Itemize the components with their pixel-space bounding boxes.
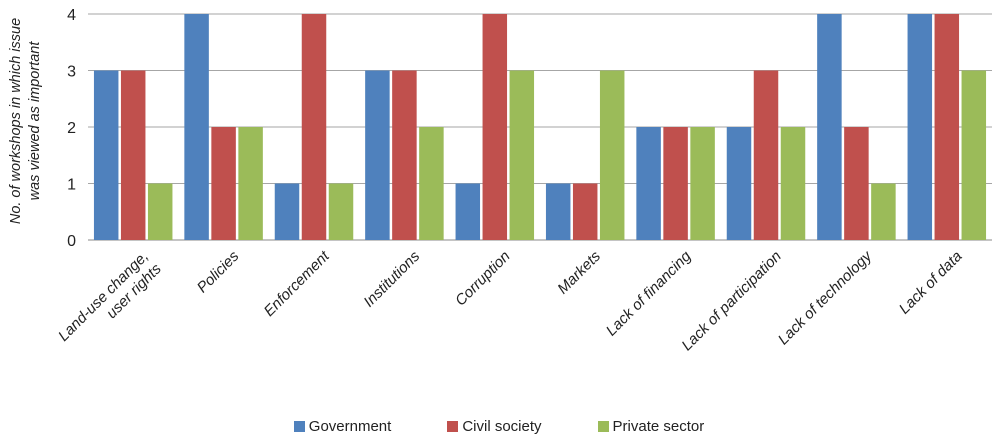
bar (482, 14, 508, 240)
bar (961, 70, 987, 240)
x-tick-label: Markets (554, 247, 604, 297)
x-tick-label: Institutions (360, 247, 423, 310)
x-tick-label-line: Lack of financing (603, 247, 695, 339)
legend-swatch-private-sector (597, 421, 609, 432)
bar (817, 14, 842, 240)
bar (545, 183, 571, 240)
bar (93, 70, 119, 240)
x-tick-label-line: Enforcement (261, 247, 334, 320)
bar (572, 183, 598, 240)
bar (147, 183, 173, 240)
bar (455, 183, 481, 240)
y-axis-label: No. of workshops in which issue was viewe… (8, 18, 43, 224)
x-tick-label-line: Institutions (360, 247, 423, 310)
bar (509, 70, 535, 240)
bar (599, 70, 625, 240)
y-axis-label-line: was viewed as important (27, 41, 43, 201)
y-tick-label: 0 (67, 233, 76, 250)
bar (238, 127, 263, 240)
x-tick-label-line: Markets (554, 247, 604, 297)
legend: Government Civil society Private sector (0, 418, 998, 435)
bar (419, 127, 444, 240)
x-tick-label: Lack of technology (775, 247, 877, 349)
bar (120, 70, 146, 240)
x-tick-labels: Land-use change,user rights Policies Enfor… (55, 247, 966, 357)
y-axis-label-line: No. of workshops in which issue (8, 18, 24, 224)
x-tick-label: Lack of data (896, 248, 966, 318)
bar (907, 14, 933, 240)
y-tick-label: 1 (67, 177, 76, 194)
x-tick-label: Corruption (452, 248, 514, 310)
x-tick-label-line: Policies (194, 247, 243, 296)
y-tick-labels: 0 1 2 3 4 (67, 7, 76, 250)
bar (871, 183, 896, 240)
bar (274, 183, 300, 240)
y-tick-label: 4 (67, 7, 76, 24)
bar (365, 70, 390, 240)
bar (328, 183, 354, 240)
x-tick-label-line: Lack of technology (775, 247, 877, 349)
x-tick-label: Lack of financing (603, 247, 695, 339)
bar (844, 127, 869, 240)
legend-label-civil-society: Civil society (462, 418, 542, 435)
legend-label-government: Government (308, 418, 392, 435)
bar (392, 70, 417, 240)
legend-item-civil-society: Civil society (447, 418, 542, 435)
bar (726, 127, 752, 240)
legend-item-private-sector: Private sector (597, 418, 705, 435)
legend-item-government: Government (293, 418, 392, 435)
y-tick-label: 3 (67, 64, 76, 81)
bar (780, 127, 806, 240)
x-tick-label: Enforcement (261, 247, 334, 320)
bar (211, 127, 236, 240)
x-tick-label-line: Lack of data (896, 248, 966, 318)
bar (663, 127, 688, 240)
legend-label-private-sector: Private sector (612, 418, 705, 435)
x-tick-label: Land-use change,user rights (55, 247, 165, 357)
bar (753, 70, 779, 240)
x-tick-label-line: Corruption (452, 248, 514, 310)
legend-swatch-government (293, 421, 305, 432)
bar (934, 14, 960, 240)
bar (690, 127, 715, 240)
bars (93, 14, 987, 240)
bar (636, 127, 661, 240)
bar (301, 14, 327, 240)
legend-swatch-civil-society (447, 421, 459, 432)
y-tick-label: 2 (67, 120, 76, 137)
x-tick-label-line: Lack of participation (678, 248, 784, 354)
x-tick-label: Lack of participation (678, 248, 784, 354)
x-tick-label: Policies (194, 247, 243, 296)
bar (184, 14, 209, 240)
